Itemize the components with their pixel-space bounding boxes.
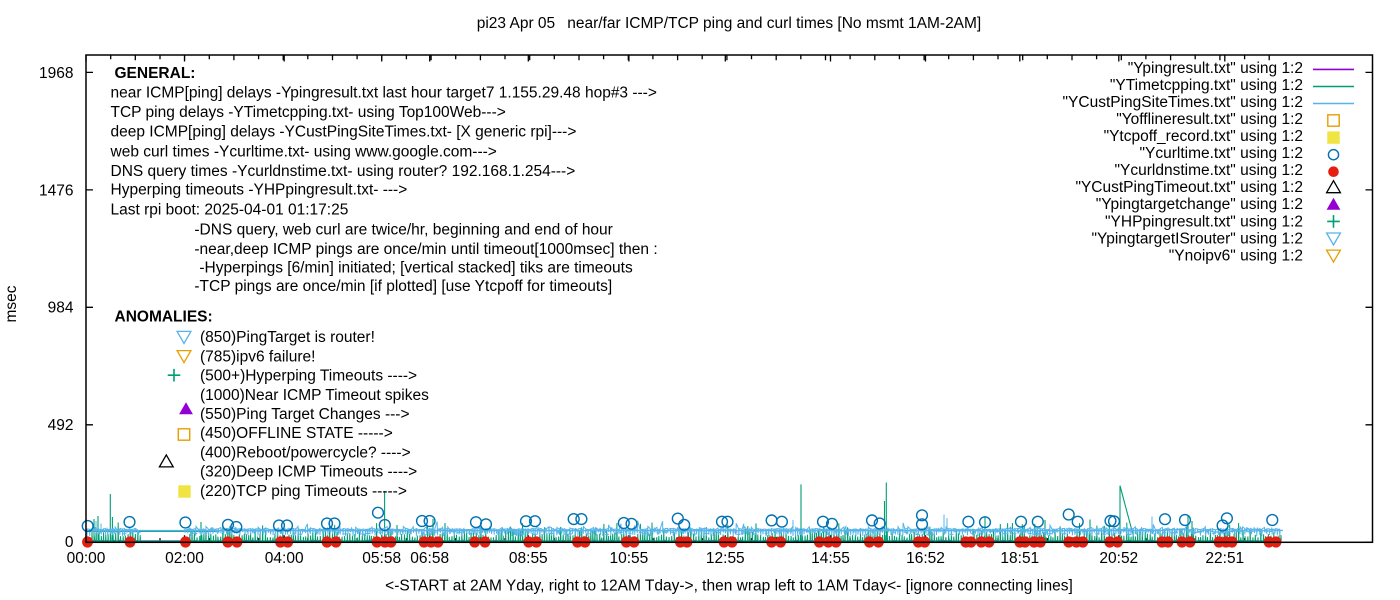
svg-text:"YHPpingresult.txt" using 1:2: "YHPpingresult.txt" using 1:2 [1105,213,1303,230]
svg-text:"YTimetcpping.txt" using 1:2: "YTimetcpping.txt" using 1:2 [1110,77,1303,94]
svg-text:(320)Deep ICMP Timeouts ---->: (320)Deep ICMP Timeouts ----> [200,464,417,481]
svg-text:1476: 1476 [39,182,73,199]
svg-text:"Ynoipv6" using 1:2: "Ynoipv6" using 1:2 [1169,247,1303,264]
svg-text:"Ycurldnstime.txt" using 1:2: "Ycurldnstime.txt" using 1:2 [1115,162,1303,179]
svg-text:984: 984 [48,300,74,317]
svg-text:14:55: 14:55 [811,550,850,567]
svg-text:(550)Ping Target Changes --->: (550)Ping Target Changes ---> [200,406,410,423]
svg-text:"YCustPingTimeout.txt" using 1: "YCustPingTimeout.txt" using 1:2 [1075,179,1303,196]
svg-text:GENERAL:: GENERAL: [115,65,196,82]
svg-text:"Ypingtargetchange" using 1:2: "Ypingtargetchange" using 1:2 [1096,196,1303,213]
svg-text:-near,deep ICMP pings are once: -near,deep ICMP pings are once/min until… [194,241,657,258]
svg-text:1968: 1968 [39,65,73,82]
svg-text:(220)TCP ping Timeouts ----->: (220)TCP ping Timeouts -----> [200,483,407,500]
svg-text:(1000)Near ICMP Timeout spikes: (1000)Near ICMP Timeout spikes [200,387,429,404]
svg-text:05:58: 05:58 [362,550,401,567]
svg-text:04:00: 04:00 [265,550,304,567]
svg-text:<-START at 2AM Yday, right to: <-START at 2AM Yday, right to 12AM Tday-… [385,578,1073,595]
svg-text:0: 0 [65,534,74,551]
svg-text:pi23 Apr 05 near/far ICMP/TCP: pi23 Apr 05 near/far ICMP/TCP ping and c… [477,15,982,32]
svg-text:msec: msec [3,285,20,322]
svg-text:08:55: 08:55 [509,550,548,567]
svg-text:"YCustPingSiteTimes.txt" using: "YCustPingSiteTimes.txt" using 1:2 [1063,94,1303,111]
svg-text:"Ycurltime.txt" using 1:2: "Ycurltime.txt" using 1:2 [1140,145,1303,162]
svg-text:"Ypingresult.txt" using 1:2: "Ypingresult.txt" using 1:2 [1128,60,1303,77]
svg-text:web curl times -Ycurltime.txt-: web curl times -Ycurltime.txt- using www… [110,144,497,161]
svg-text:00:00: 00:00 [67,550,106,567]
svg-text:492: 492 [48,417,74,434]
svg-text:Hyperping timeouts -YHPpingres: Hyperping timeouts -YHPpingresult.txt- -… [111,182,408,199]
svg-text:(450)OFFLINE STATE ----->: (450)OFFLINE STATE -----> [200,425,393,442]
svg-text:"YpingtargetISrouter" using 1:: "YpingtargetISrouter" using 1:2 [1092,230,1303,247]
svg-text:10:55: 10:55 [610,550,649,567]
svg-text:(850)PingTarget is router!: (850)PingTarget is router! [200,329,375,346]
svg-text:(785)ipv6 failure!: (785)ipv6 failure! [200,348,315,365]
svg-text:-TCP pings are once/min [if pl: -TCP pings are once/min [if plotted] [us… [194,278,612,295]
svg-text:22:51: 22:51 [1205,550,1244,567]
svg-text:deep ICMP[ping] delays -YCustP: deep ICMP[ping] delays -YCustPingSiteTim… [111,124,577,141]
svg-text:TCP ping delays -YTimetcpping.: TCP ping delays -YTimetcpping.txt- using… [111,104,506,121]
svg-text:"Yofflineresult.txt" using 1:2: "Yofflineresult.txt" using 1:2 [1116,111,1303,128]
svg-text:20:52: 20:52 [1099,550,1138,567]
svg-text:near ICMP[ping] delays -Ypingr: near ICMP[ping] delays -Ypingresult.txt … [111,84,657,101]
svg-text:Last rpi boot: 2025-04-01 01:1: Last rpi boot: 2025-04-01 01:17:25 [111,202,349,219]
svg-text:06:58: 06:58 [410,550,449,567]
svg-text:12:55: 12:55 [706,550,745,567]
svg-text:(500+)Hyperping Timeouts ---->: (500+)Hyperping Timeouts ----> [200,368,417,385]
svg-text:"Ytcpoff_record.txt" using 1:2: "Ytcpoff_record.txt" using 1:2 [1104,128,1303,145]
svg-text:DNS query times -Ycurldnstime.: DNS query times -Ycurldnstime.txt- using… [111,163,576,180]
svg-text:16:52: 16:52 [906,550,945,567]
svg-text:-DNS query, web curl are twice: -DNS query, web curl are twice/hr, begin… [194,221,612,238]
svg-text:-Hyperpings [6/min] initiated;: -Hyperpings [6/min] initiated; [vertical… [199,260,633,277]
svg-text:18:51: 18:51 [1000,550,1039,567]
svg-text:02:00: 02:00 [165,550,204,567]
svg-text:(400)Reboot/powercycle? ---->: (400)Reboot/powercycle? ----> [200,444,411,461]
svg-text:ANOMALIES:: ANOMALIES: [115,308,213,325]
